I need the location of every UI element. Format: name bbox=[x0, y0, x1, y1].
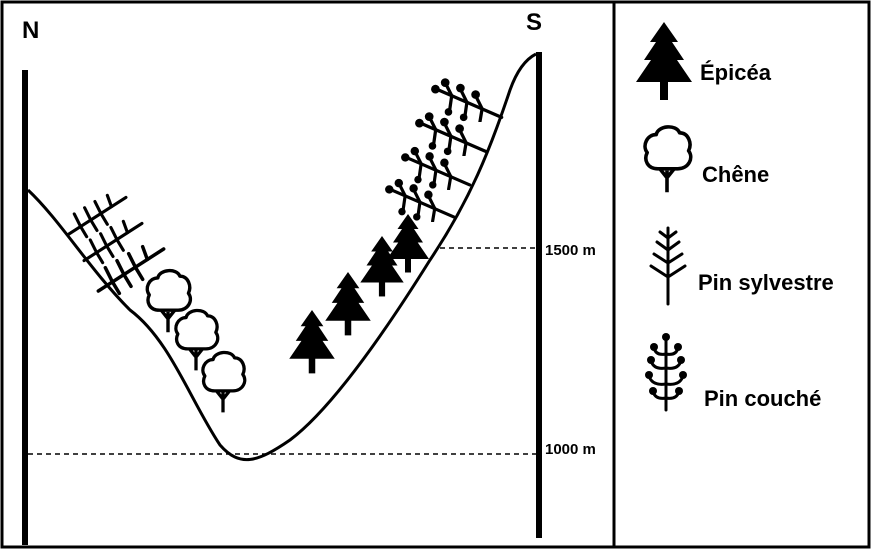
legend-label-scots-pine: Pin sylvestre bbox=[698, 270, 834, 295]
slope-dwarf-pine-icon bbox=[414, 112, 488, 156]
south-slope-dwarf-pines bbox=[384, 78, 504, 222]
dwarf-pine-icon bbox=[644, 331, 688, 412]
slope-scots-pine-icon bbox=[84, 221, 142, 262]
north-slope-scots-pines bbox=[68, 195, 164, 293]
legend-label-spruce: Épicéa bbox=[700, 60, 772, 85]
oak-icon bbox=[643, 124, 693, 195]
slope-oak-icon bbox=[174, 308, 220, 372]
slope-dwarf-pine-icon bbox=[400, 146, 472, 190]
legend-item-scots-pine: Pin sylvestre bbox=[649, 226, 834, 306]
spruce-icon bbox=[636, 22, 692, 100]
slope-dwarf-pine-icon bbox=[430, 78, 504, 122]
legend-item-dwarf-pine: Pin couché bbox=[644, 331, 821, 412]
legend-item-spruce: Épicéa bbox=[636, 22, 772, 100]
valley-profile bbox=[26, 52, 537, 462]
legend-label-dwarf-pine: Pin couché bbox=[704, 386, 821, 411]
legend: Épicéa Chêne Pin sylvestre Pin couché bbox=[636, 22, 834, 412]
slope-oak-icon bbox=[145, 268, 193, 334]
slope-dwarf-pine-icon bbox=[384, 178, 456, 222]
south-label: S bbox=[526, 9, 542, 36]
slope-oak-icon bbox=[201, 350, 247, 414]
legend-item-oak: Chêne bbox=[643, 124, 769, 195]
altitude-1500-label: 1500 m bbox=[545, 242, 596, 259]
scots-pine-icon bbox=[649, 226, 687, 306]
slope-scots-pine-icon bbox=[68, 195, 126, 236]
legend-label-oak: Chêne bbox=[702, 162, 769, 187]
slope-scots-pine-icon bbox=[98, 247, 163, 294]
north-label: N bbox=[22, 17, 39, 44]
altitude-1000-label: 1000 m bbox=[545, 441, 596, 458]
north-slope-oaks bbox=[145, 268, 247, 414]
